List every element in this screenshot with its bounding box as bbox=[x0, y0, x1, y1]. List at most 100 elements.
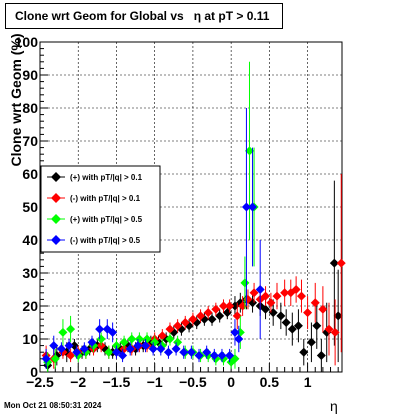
data-point bbox=[324, 324, 334, 334]
x-axis-label: η bbox=[330, 398, 338, 414]
data-point bbox=[330, 327, 340, 337]
legend-label: (+) with pT/|q| > 0.5 bbox=[70, 215, 143, 224]
data-point bbox=[318, 304, 328, 314]
data-point bbox=[217, 351, 227, 360]
data-point bbox=[165, 324, 175, 334]
x-tick-label: −2 bbox=[70, 374, 86, 390]
data-point bbox=[218, 301, 228, 311]
y-tick-label: 50 bbox=[22, 199, 38, 215]
data-point bbox=[157, 331, 167, 341]
data-point bbox=[293, 321, 303, 331]
x-tick-label: 0.5 bbox=[260, 374, 280, 390]
data-point bbox=[272, 291, 282, 301]
legend: (+) with pT/|q| > 0.1 (-) with pT/|q| > 0… bbox=[40, 165, 161, 253]
data-point bbox=[234, 334, 244, 344]
data-point bbox=[207, 314, 217, 324]
data-point bbox=[119, 337, 129, 347]
axes: 0 10 20 30 40 50 60 70 80 90 100 −2.5 −2 −1.5 −1 −0.5 0 0… bbox=[15, 34, 339, 390]
data-point bbox=[79, 344, 89, 354]
data-point bbox=[243, 294, 253, 304]
data-point bbox=[225, 301, 235, 311]
data-point bbox=[173, 337, 183, 347]
data-point bbox=[171, 344, 181, 354]
data-point bbox=[244, 146, 254, 156]
data-point bbox=[142, 334, 152, 344]
data-point bbox=[209, 351, 219, 360]
chart-title: Clone wrt Geom for Global vs η at pT > 0… bbox=[5, 3, 283, 29]
data-point bbox=[165, 334, 175, 344]
data-point bbox=[215, 311, 225, 321]
data-point bbox=[150, 337, 160, 347]
data-point bbox=[180, 318, 190, 327]
x-tick-label: −0.5 bbox=[179, 374, 207, 390]
data-point bbox=[156, 344, 166, 354]
data-point bbox=[125, 344, 135, 354]
data-point bbox=[310, 298, 320, 308]
legend-marker bbox=[51, 235, 61, 245]
x-tick-label: −1.5 bbox=[103, 374, 131, 390]
data-point bbox=[291, 285, 301, 294]
data-point bbox=[230, 327, 240, 337]
data-point bbox=[280, 288, 290, 298]
data-point bbox=[232, 311, 242, 321]
data-point bbox=[141, 341, 151, 351]
data-point bbox=[72, 347, 82, 357]
data-point bbox=[241, 202, 251, 212]
legend-label: (+) with pT/|q| > 0.1 bbox=[70, 173, 143, 182]
data-point bbox=[108, 327, 118, 337]
data-point bbox=[225, 351, 235, 360]
data-point bbox=[211, 304, 221, 314]
data-point bbox=[266, 298, 276, 308]
data-point bbox=[104, 347, 114, 357]
y-tick-label: 90 bbox=[22, 67, 38, 83]
data-point bbox=[299, 347, 309, 357]
data-point bbox=[127, 334, 137, 344]
data-point bbox=[186, 347, 196, 357]
data-point bbox=[248, 202, 258, 212]
data-point bbox=[276, 311, 286, 321]
data-point bbox=[111, 347, 121, 357]
y-tick-label: 70 bbox=[22, 133, 38, 149]
y-axis-label-text: Clone wrt Geom (%) bbox=[8, 33, 24, 167]
data-point bbox=[179, 347, 189, 357]
data-point bbox=[306, 337, 316, 347]
data-point bbox=[329, 258, 339, 268]
timestamp: Mon Oct 21 08:50:31 2024 bbox=[4, 401, 102, 410]
y-tick-label: 20 bbox=[22, 298, 38, 314]
data-point bbox=[87, 337, 97, 347]
data-point bbox=[203, 308, 213, 318]
x-tick-label: 1 bbox=[304, 374, 312, 390]
data-point bbox=[333, 311, 343, 321]
y-tick-label: 40 bbox=[22, 232, 38, 248]
data-point bbox=[194, 351, 204, 360]
data-point bbox=[148, 344, 158, 354]
data-point bbox=[41, 354, 51, 364]
data-point bbox=[96, 334, 106, 344]
y-tick-label: 10 bbox=[22, 331, 38, 347]
data-point bbox=[64, 341, 74, 351]
data-point bbox=[173, 321, 183, 331]
data-point bbox=[56, 344, 66, 354]
y-tick-label: 80 bbox=[22, 100, 38, 116]
series-layer bbox=[41, 61, 346, 372]
data-point bbox=[134, 334, 144, 344]
data-point bbox=[163, 347, 173, 357]
data-point bbox=[287, 324, 297, 334]
data-point bbox=[296, 291, 306, 301]
data-point bbox=[49, 341, 59, 351]
data-point bbox=[336, 258, 346, 268]
data-point bbox=[255, 285, 265, 294]
data-point bbox=[235, 327, 245, 337]
legend-marker bbox=[51, 214, 61, 224]
y-tick-label: 30 bbox=[22, 265, 38, 281]
data-point bbox=[281, 318, 291, 327]
legend-marker bbox=[51, 193, 61, 203]
y-tick-label: 0 bbox=[30, 364, 38, 380]
x-tick-label: −2.5 bbox=[26, 374, 54, 390]
data-point bbox=[316, 351, 326, 360]
x-tick-label: −1 bbox=[147, 374, 163, 390]
y-tick-label: 100 bbox=[15, 34, 39, 50]
legend-label: (-) with pT/|q| > 0.5 bbox=[70, 236, 141, 245]
data-point bbox=[58, 327, 68, 337]
